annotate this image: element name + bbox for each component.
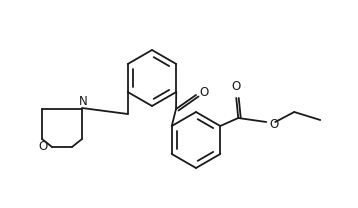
Text: N: N bbox=[79, 95, 87, 108]
Text: O: O bbox=[232, 80, 241, 93]
Text: O: O bbox=[269, 118, 279, 130]
Text: O: O bbox=[199, 85, 208, 99]
Text: O: O bbox=[38, 140, 48, 154]
